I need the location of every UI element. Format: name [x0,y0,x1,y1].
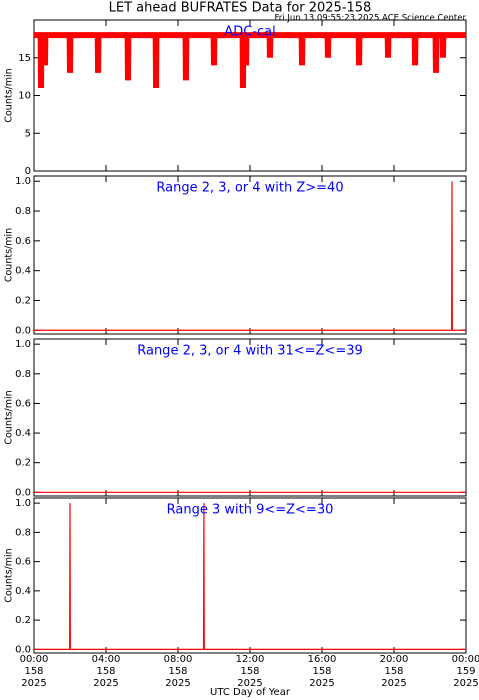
x-tick-day: 158 [168,666,187,677]
x-tick-label: 16:00 [308,654,337,665]
panel-annotation: ADC-cal [224,25,275,40]
y-tick-label: 0.2 [15,458,31,469]
y-tick-label: 1.0 [15,339,31,350]
x-tick-label: 12:00 [236,654,265,665]
y-tick-label: 0.0 [15,644,31,655]
x-tick-day: 158 [384,666,403,677]
y-tick-label: 0.6 [15,236,31,247]
y-tick-label: 0.4 [15,266,31,277]
y-tick-label: 0.4 [15,586,31,597]
x-tick-label: 08:00 [164,654,193,665]
x-tick-year: 2025 [93,678,118,689]
x-tick-year: 2025 [453,678,478,689]
panel-annotation: Range 3 with 9<=Z<=30 [167,503,334,518]
y-tick-label: 5 [25,128,31,139]
x-tick-day: 159 [456,666,475,677]
y-tick-label: 0.2 [15,615,31,626]
x-tick-year: 2025 [165,678,190,689]
x-tick-year: 2025 [381,678,406,689]
x-tick-label: 04:00 [92,654,121,665]
y-axis-label: Counts/min [4,548,15,602]
x-tick-year: 2025 [21,678,46,689]
x-tick-label: 00:00 [452,654,479,665]
y-tick-label: 0.4 [15,428,31,439]
x-tick-day: 158 [24,666,43,677]
x-tick-day: 158 [96,666,115,677]
x-tick-day: 158 [240,666,259,677]
data-line [34,32,466,88]
x-tick-label: 20:00 [380,654,409,665]
y-tick-label: 0.0 [15,487,31,498]
x-tick-year: 2025 [237,678,262,689]
y-tick-label: 15 [18,53,31,64]
x-tick-day: 158 [312,666,331,677]
x-tick-year: 2025 [309,678,334,689]
panel-annotation: Range 2, 3, or 4 with 31<=Z<=39 [137,344,363,359]
y-tick-label: 0.8 [15,206,31,217]
y-tick-label: 1.0 [15,498,31,509]
data-line [34,181,466,331]
y-tick-label: 1.0 [15,176,31,187]
x-tick-label: 00:00 [20,654,49,665]
x-axis-label: UTC Day of Year [210,687,291,698]
y-axis-label: Counts/min [4,390,15,444]
y-axis-label: Counts/min [4,68,15,122]
y-tick-label: 0.6 [15,557,31,568]
y-axis-label: Counts/min [4,228,15,282]
y-tick-label: 0.8 [15,369,31,380]
chart-subtitle: Fri Jun 13 09:55:23 2025 ACE Science Cen… [275,14,467,24]
panel-annotation: Range 2, 3, or 4 with Z>=40 [156,181,343,196]
y-tick-label: 10 [18,91,31,102]
y-tick-label: 0 [25,166,31,177]
data-line [34,503,466,650]
y-tick-label: 0.8 [15,527,31,538]
chart-title: LET ahead BUFRATES Data for 2025-158 [109,1,372,16]
y-tick-label: 0.0 [15,325,31,336]
y-tick-label: 0.2 [15,295,31,306]
y-tick-label: 0.6 [15,398,31,409]
